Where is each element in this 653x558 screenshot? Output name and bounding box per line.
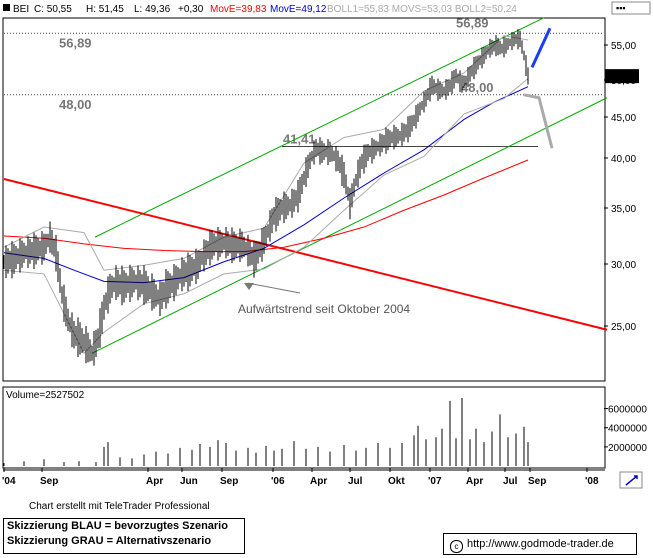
time-tick-label: Sep: [220, 476, 238, 487]
level-label: 56,89: [59, 35, 92, 50]
level-label: 48,00: [461, 80, 494, 95]
time-tick-label: Jul: [348, 476, 363, 487]
header-bollinger: BOLL1=55,83 MOVS=53,03 BOLL2=50,24: [327, 4, 517, 15]
scenario-gray-line: [523, 93, 554, 149]
time-tick-label: Apr: [310, 476, 327, 487]
price-tick-label: 35,00: [611, 204, 636, 215]
volume-tick-label: 2000000: [608, 443, 647, 454]
time-tick-label: '06: [271, 476, 285, 487]
time-tick-label: Sep: [528, 476, 546, 487]
time-tick-label: '08: [585, 476, 599, 487]
time-tick-label: '04: [2, 476, 16, 487]
price-tick-label: 55,00: [611, 41, 636, 52]
time-tick-label: Sep: [40, 476, 58, 487]
annotation-arrowhead: [244, 283, 254, 290]
price-plot: 56,89 56,89 48,00 48,00 41,41 Aufwärtstrend s…: [3, 15, 608, 366]
volume-tick-label: 6000000: [608, 405, 647, 416]
symbol-marker: [3, 4, 10, 11]
scenario-legend: Skizzierung BLAU = bevorzugtes Szenario …: [3, 518, 245, 554]
source-link[interactable]: c http://www.godmode-trader.de: [443, 533, 637, 555]
last-price-box: [605, 69, 639, 84]
trend-channel-line: [91, 97, 608, 354]
header-symbol: BEI: [13, 4, 29, 15]
scenario-blue-line: [530, 27, 552, 69]
legend-gray-scenario: Skizzierung GRAU = Alternativszenario: [7, 535, 212, 547]
header-movs: MovE=39,83: [210, 4, 267, 15]
level-label: 56,89: [456, 15, 489, 30]
volume-plot: [3, 398, 529, 466]
level-label: 41,41: [283, 131, 316, 146]
last-price-label: 50,55: [608, 72, 633, 83]
header-high: H: 51,45: [86, 4, 124, 15]
annotation-text: Aufwärtstrend seit Oktober 2004: [238, 302, 410, 316]
price-tick-label: 40,00: [611, 154, 636, 165]
indicator-line: [3, 78, 529, 355]
time-tick-label: '07: [428, 476, 442, 487]
trend-channel-line: [94, 17, 545, 238]
time-tick-label: Jun: [180, 476, 198, 487]
legend-blue-scenario: Skizzierung BLAU = bevorzugtes Szenario: [7, 520, 228, 532]
chart-credit: Chart erstellt mit TeleTrader Profession…: [29, 501, 210, 512]
source-url[interactable]: http://www.godmode-trader.de: [467, 538, 614, 550]
volume-panel-frame: [2, 386, 606, 469]
more-icon[interactable]: ▪▪▪: [616, 3, 626, 13]
header-low: L: 49,36: [134, 4, 171, 15]
header-change: +0,30: [178, 4, 204, 15]
header-movl: MovE=49,12: [270, 4, 327, 15]
chart-header: BEI C: 50,55 H: 51,45 L: 49,36 +0,30 Mov…: [0, 0, 653, 16]
level-label: 48,00: [59, 97, 92, 112]
copyright-icon: c: [450, 540, 463, 553]
window-controls[interactable]: ▪▪▪: [611, 1, 651, 15]
volume-title: Volume=2527502: [6, 390, 85, 401]
price-panel-frame: [2, 17, 606, 382]
time-tick-label: Okt: [388, 476, 405, 487]
time-tick-label: Apr: [146, 476, 163, 487]
indicator-line: [3, 86, 529, 284]
time-tick-label: Apr: [466, 476, 483, 487]
long-downtrend-line: [3, 178, 608, 331]
price-tick-label: 25,00: [611, 322, 636, 333]
volume-tick-label: 4000000: [608, 424, 647, 435]
price-tick-label: 30,00: [611, 260, 636, 271]
annotation-arrow: [247, 282, 301, 294]
price-tick-label: 45,00: [611, 113, 636, 124]
scroll-icon[interactable]: [619, 471, 643, 489]
header-close: C: 50,55: [34, 4, 72, 15]
time-tick-label: Jul: [503, 476, 518, 487]
axes: 25,0030,0035,0040,0045,0050,0055,0050,55…: [2, 41, 647, 487]
